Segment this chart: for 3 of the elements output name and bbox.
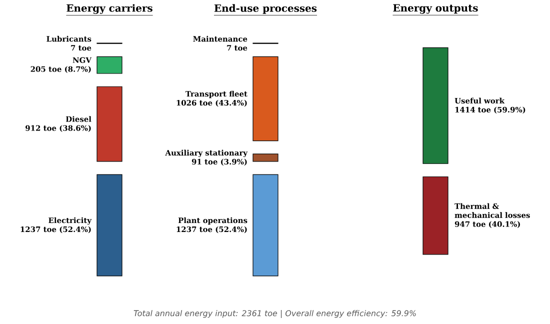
text: Energy carriers: [66, 4, 152, 14]
text: Energy outputs: [393, 4, 478, 14]
text: End-use processes: [214, 4, 317, 14]
